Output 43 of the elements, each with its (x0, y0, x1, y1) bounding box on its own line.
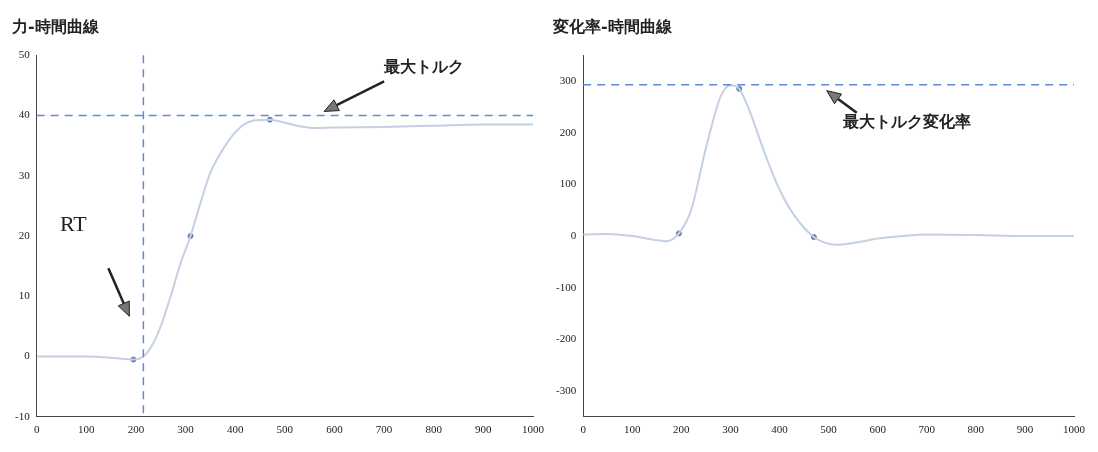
y-tick-label: 0 (570, 228, 577, 241)
y-tick-label: 40 (18, 108, 31, 121)
x-tick-label: 300 (177, 423, 195, 436)
ref-line-label: 最大トルク (383, 56, 465, 76)
y-tick-label: 30 (18, 168, 31, 181)
x-tick-label: 600 (326, 423, 344, 436)
x-tick-label: 200 (673, 423, 691, 436)
y-tick-label: 20 (18, 228, 31, 241)
x-tick-label: 0 (33, 423, 40, 436)
y-tick-label: 200 (559, 125, 577, 138)
x-tick-label: 700 (918, 423, 936, 436)
line-series (583, 84, 1074, 246)
x-tick-label: 800 (425, 423, 443, 436)
chart-title: 変化率-時間曲線 (552, 16, 673, 36)
x-tick-label: 300 (722, 423, 740, 436)
x-tick-label: 1000 (1063, 423, 1086, 436)
x-tick-label: 100 (624, 423, 641, 436)
x-tick-label: 500 (276, 423, 294, 436)
x-tick-label: 100 (78, 423, 96, 436)
y-tick-label: 100 (559, 177, 577, 190)
x-tick-label: 900 (1016, 423, 1034, 436)
y-tick-label: 0 (24, 349, 31, 362)
line-series (36, 118, 533, 361)
x-tick-label: 600 (869, 423, 887, 436)
x-tick-label: 700 (375, 423, 393, 436)
x-tick-label: 800 (967, 423, 985, 436)
y-tick-label: -100 (555, 280, 577, 293)
ref-line-label: 最大トルク変化率 (841, 111, 971, 131)
y-tick-label: 50 (18, 48, 31, 61)
x-tick-label: 200 (127, 423, 145, 436)
x-tick-label: 400 (226, 423, 244, 436)
y-tick-label: 10 (18, 289, 31, 302)
x-tick-label: 900 (475, 423, 493, 436)
ref-line-label: RT (59, 211, 88, 237)
y-tick-label: -10 (14, 409, 31, 422)
y-tick-label: -200 (555, 332, 577, 345)
x-tick-label: 1000 (522, 423, 545, 436)
chart-title: 力-時間曲線 (11, 16, 100, 36)
y-tick-label: -300 (555, 383, 577, 396)
x-tick-label: 0 (580, 423, 587, 436)
x-tick-label: 500 (820, 423, 838, 436)
x-tick-label: 400 (771, 423, 789, 436)
y-tick-label: 300 (559, 73, 577, 86)
